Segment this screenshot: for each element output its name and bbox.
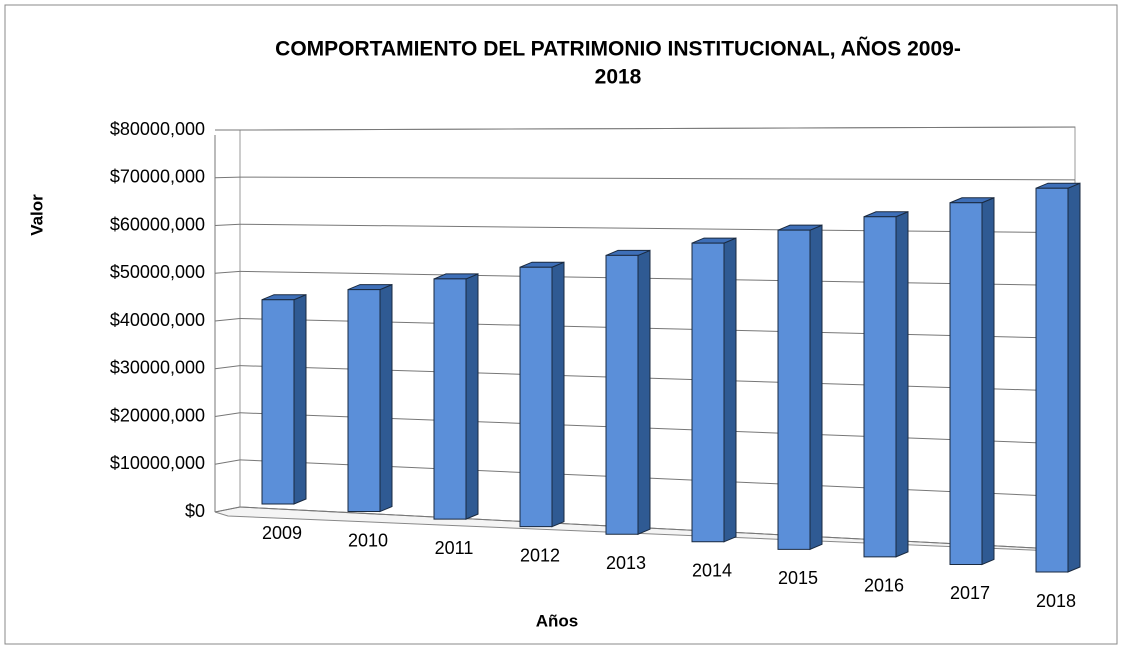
- y-axis-title: Valor: [27, 194, 46, 236]
- x-axis-title: Años: [536, 611, 579, 630]
- grid-line: [214, 270, 241, 274]
- x-tick-label: 2015: [778, 568, 818, 588]
- y-tick-label: $70000,000: [110, 167, 205, 187]
- bar: [605, 249, 651, 535]
- y-tick-label: $80000,000: [110, 119, 205, 139]
- bar-side: [895, 210, 909, 558]
- bar: [1035, 182, 1081, 573]
- bar-side: [379, 283, 393, 513]
- grid-line: [214, 459, 241, 465]
- x-tick-label: 2014: [692, 561, 732, 581]
- y-tick-label: $30000,000: [110, 358, 205, 378]
- bar: [863, 210, 909, 558]
- x-tick-label: 2013: [606, 553, 646, 573]
- x-tick-label: 2011: [435, 538, 474, 558]
- bar: [691, 237, 737, 543]
- grid-line: [214, 365, 241, 370]
- bar: [949, 196, 995, 566]
- bar-front: [261, 299, 295, 505]
- x-tick-label: 2018: [1036, 591, 1076, 611]
- y-tick-label: $20000,000: [110, 405, 205, 425]
- bar: [347, 283, 393, 513]
- grid-line: [214, 223, 241, 226]
- bar-front: [605, 254, 639, 535]
- grid-line: [239, 506, 1076, 551]
- y-tick-label: $40000,000: [110, 310, 205, 330]
- bar-side: [293, 293, 307, 505]
- x-tick-label: 2016: [864, 576, 904, 596]
- x-tick-label: 2010: [348, 530, 388, 550]
- bar-side: [465, 273, 479, 520]
- bar-side: [551, 261, 565, 528]
- y-tick-label: $0: [185, 501, 205, 521]
- chart-title: COMPORTAMIENTO DEL PATRIMONIO INSTITUCIO…: [275, 38, 961, 61]
- bar: [433, 273, 479, 520]
- bar-front: [347, 289, 381, 513]
- grid-line: [239, 270, 1076, 287]
- chart-title: 2018: [595, 66, 642, 89]
- grid-line: [239, 126, 1076, 131]
- y-tick-label: $50000,000: [110, 262, 205, 282]
- bar-side: [1067, 182, 1081, 573]
- grid-line: [214, 412, 241, 417]
- bar: [519, 261, 565, 528]
- grid-line: [214, 176, 241, 179]
- bar: [777, 224, 823, 551]
- bar-side: [637, 249, 651, 535]
- grid-line: [214, 506, 241, 513]
- bar-front: [777, 229, 811, 550]
- bar-front: [433, 278, 467, 520]
- grid-line: [239, 176, 1076, 181]
- grid-line: [214, 318, 241, 322]
- x-tick-label: 2017: [950, 583, 990, 603]
- grid-line: [239, 223, 1076, 234]
- x-tick-label: 2009: [262, 523, 302, 543]
- bar-front: [1035, 187, 1069, 573]
- bar-front: [949, 202, 983, 565]
- bar-side: [981, 196, 995, 566]
- y-tick-label: $10000,000: [110, 453, 205, 473]
- x-tick-label: 2012: [520, 545, 560, 565]
- bar-front: [691, 242, 725, 543]
- bar-side: [809, 224, 823, 551]
- bar: [261, 293, 307, 505]
- y-tick-label: $60000,000: [110, 214, 205, 234]
- bar-side: [723, 237, 737, 543]
- bar-front: [863, 216, 897, 558]
- bar-front: [519, 266, 553, 528]
